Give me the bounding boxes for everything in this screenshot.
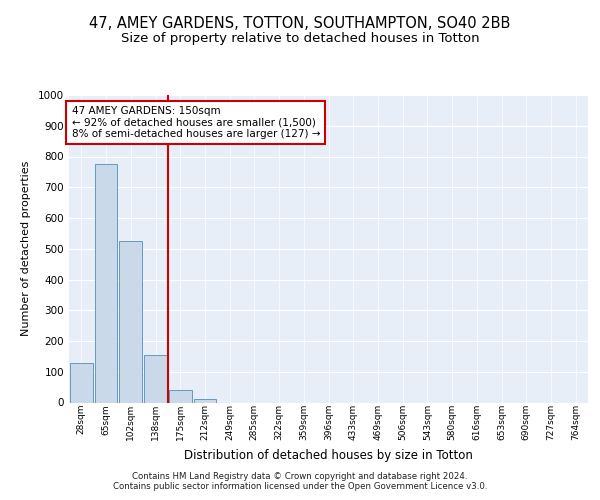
Text: 47, AMEY GARDENS, TOTTON, SOUTHAMPTON, SO40 2BB: 47, AMEY GARDENS, TOTTON, SOUTHAMPTON, S…: [89, 16, 511, 31]
Bar: [95, 164, 118, 402]
Text: Contains HM Land Registry data © Crown copyright and database right 2024.
Contai: Contains HM Land Registry data © Crown c…: [113, 472, 487, 491]
Bar: [70, 362, 93, 403]
X-axis label: Distribution of detached houses by size in Totton: Distribution of detached houses by size …: [184, 448, 473, 462]
Text: 47 AMEY GARDENS: 150sqm
← 92% of detached houses are smaller (1,500)
8% of semi-: 47 AMEY GARDENS: 150sqm ← 92% of detache…: [71, 106, 320, 139]
Text: Size of property relative to detached houses in Totton: Size of property relative to detached ho…: [121, 32, 479, 45]
Y-axis label: Number of detached properties: Number of detached properties: [21, 161, 31, 336]
Bar: [144, 355, 167, 403]
Bar: [194, 400, 216, 402]
Bar: [119, 241, 142, 402]
Bar: [169, 390, 191, 402]
